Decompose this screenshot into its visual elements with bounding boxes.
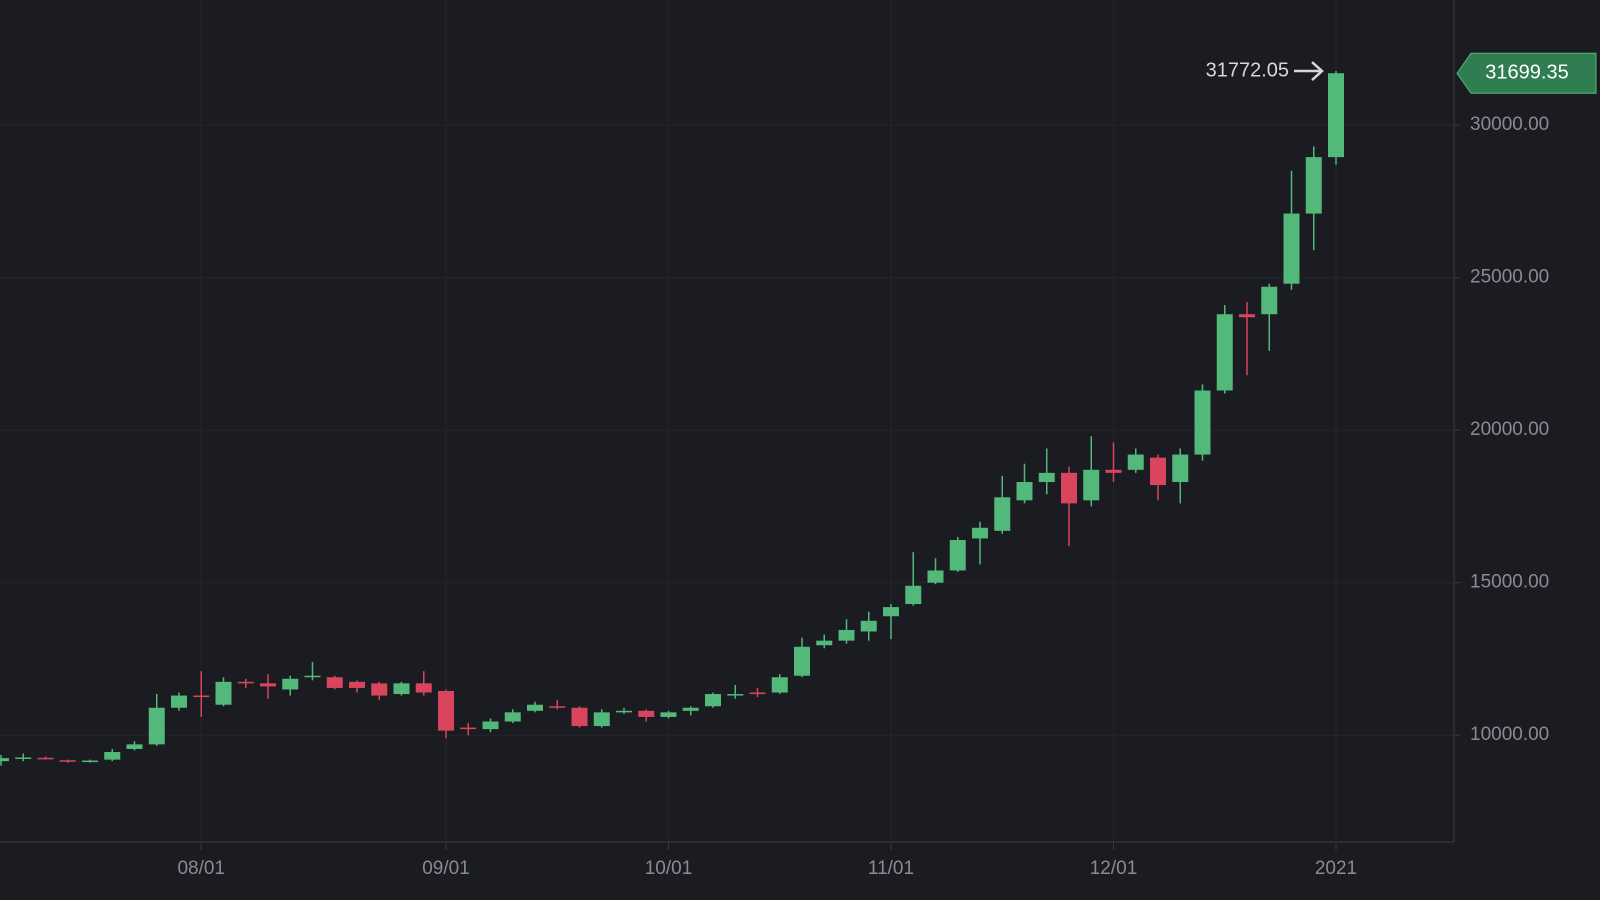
candle-body <box>972 527 988 539</box>
candle-body <box>37 757 54 760</box>
candle-body <box>0 758 9 762</box>
x-tick-label: 11/01 <box>868 858 914 879</box>
candle-body <box>193 695 210 698</box>
candle-body <box>59 760 76 762</box>
candle-body <box>1305 157 1322 214</box>
candle-body <box>660 712 677 717</box>
candle-body <box>104 752 121 760</box>
x-tick-label: 08/01 <box>177 858 225 879</box>
candle-body <box>460 727 477 730</box>
candle-body <box>1194 390 1211 455</box>
candle-body <box>571 707 588 727</box>
candle-body <box>82 760 98 763</box>
candle-body <box>15 757 32 759</box>
candle-body <box>1038 472 1055 483</box>
candle-body <box>1016 482 1033 501</box>
candle-body <box>304 675 321 678</box>
candle-body <box>883 607 899 617</box>
candle-body <box>593 712 610 727</box>
candle-body <box>949 539 966 571</box>
candle-body <box>126 744 143 749</box>
candle-body <box>482 721 499 730</box>
y-tick-label: 30000.00 <box>1470 114 1549 135</box>
candle-body <box>1105 469 1122 473</box>
candle-body <box>415 683 432 693</box>
x-tick-label: 09/01 <box>422 858 470 879</box>
x-tick-label: 12/01 <box>1090 858 1138 879</box>
candle-body <box>326 677 343 688</box>
candle-body <box>1261 286 1278 315</box>
candle-body <box>260 683 276 687</box>
y-tick-label: 20000.00 <box>1470 419 1549 440</box>
candle-body <box>549 706 566 708</box>
candle-body <box>816 640 833 646</box>
candle-body <box>749 692 766 695</box>
y-tick-label: 25000.00 <box>1470 267 1549 288</box>
candle-body <box>794 646 810 676</box>
candle-body <box>616 710 632 713</box>
candle-body <box>927 570 944 583</box>
candle-body <box>282 678 299 690</box>
candle-body <box>682 707 699 711</box>
candle-body <box>860 620 877 632</box>
candle-body <box>371 683 388 696</box>
candle-body <box>171 695 187 708</box>
candle-body <box>148 707 165 745</box>
candle-body <box>1083 469 1100 501</box>
high-label: 31772.05 <box>1206 59 1289 81</box>
candle-body <box>1283 213 1300 284</box>
y-tick-label: 10000.00 <box>1470 724 1549 745</box>
candle-body <box>1239 314 1255 318</box>
candle-body <box>1127 454 1144 470</box>
candle-body <box>1328 73 1344 158</box>
candle-body <box>504 712 521 722</box>
high-arrow <box>1294 61 1324 81</box>
candle-body <box>994 497 1011 531</box>
price-tag-label: 31699.35 <box>1485 62 1568 84</box>
x-tick-label: 10/01 <box>645 858 693 879</box>
x-tick-label: 2021 <box>1315 858 1357 879</box>
candle-body <box>905 585 922 605</box>
candle-body <box>705 694 721 707</box>
candle-body <box>438 690 454 731</box>
candle-body <box>215 681 232 705</box>
price-tag <box>1456 52 1597 94</box>
candle-body <box>349 681 365 688</box>
y-tick-label: 15000.00 <box>1470 572 1549 593</box>
candle-body <box>838 629 855 641</box>
candle-body <box>1216 314 1233 391</box>
candle-body <box>727 694 744 696</box>
candle-body <box>1172 454 1189 483</box>
candle-body <box>1150 457 1166 486</box>
candle-body <box>638 710 655 717</box>
candle-body <box>1061 472 1077 504</box>
candle-body <box>393 683 410 695</box>
candle-body <box>771 677 788 693</box>
candle-body <box>527 704 543 711</box>
candle-body <box>237 681 254 684</box>
